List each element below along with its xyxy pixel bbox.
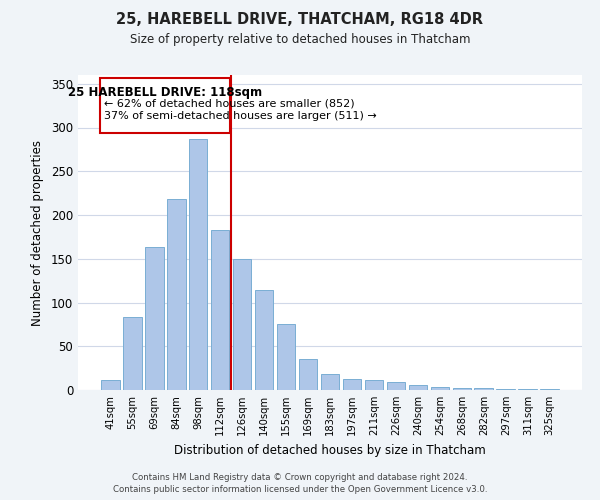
Bar	[299, 360, 317, 390]
X-axis label: Distribution of detached houses by size in Thatcham: Distribution of detached houses by size …	[174, 444, 486, 456]
Bar	[211, 230, 229, 390]
Bar	[255, 290, 274, 390]
Bar	[386, 382, 405, 390]
Bar	[123, 316, 142, 390]
Bar	[541, 389, 559, 390]
Bar	[365, 380, 383, 390]
FancyBboxPatch shape	[100, 78, 230, 132]
Bar	[452, 388, 471, 390]
Y-axis label: Number of detached properties: Number of detached properties	[31, 140, 44, 326]
Bar	[167, 199, 185, 390]
Bar	[431, 386, 449, 390]
Text: Contains public sector information licensed under the Open Government Licence v3: Contains public sector information licen…	[113, 485, 487, 494]
Bar	[145, 246, 164, 390]
Text: 25, HAREBELL DRIVE, THATCHAM, RG18 4DR: 25, HAREBELL DRIVE, THATCHAM, RG18 4DR	[116, 12, 484, 28]
Text: 37% of semi-detached houses are larger (511) →: 37% of semi-detached houses are larger (…	[104, 111, 376, 121]
Text: ← 62% of detached houses are smaller (852): ← 62% of detached houses are smaller (85…	[104, 98, 354, 108]
Bar	[475, 388, 493, 390]
Text: 25 HAREBELL DRIVE: 118sqm: 25 HAREBELL DRIVE: 118sqm	[68, 86, 262, 100]
Bar	[233, 259, 251, 390]
Bar	[343, 378, 361, 390]
Bar	[496, 389, 515, 390]
Bar	[320, 374, 340, 390]
Bar	[101, 380, 119, 390]
Bar	[189, 139, 208, 390]
Text: Size of property relative to detached houses in Thatcham: Size of property relative to detached ho…	[130, 32, 470, 46]
Bar	[518, 389, 537, 390]
Bar	[277, 324, 295, 390]
Bar	[409, 385, 427, 390]
Text: Contains HM Land Registry data © Crown copyright and database right 2024.: Contains HM Land Registry data © Crown c…	[132, 472, 468, 482]
